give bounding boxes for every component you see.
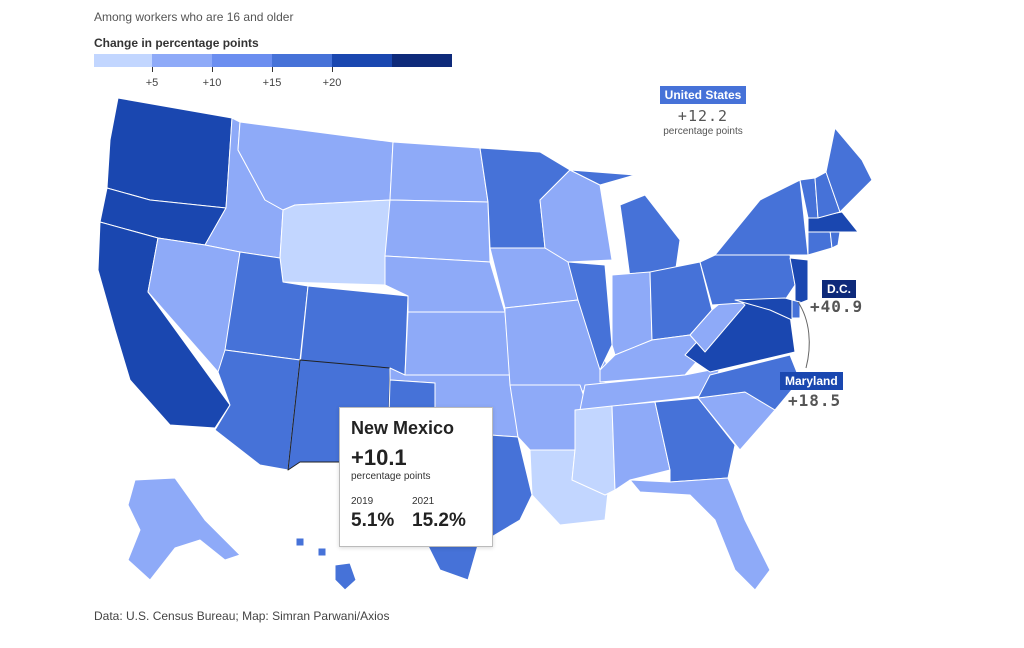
legend-tick-label: +20 [322,77,342,89]
maryland-value: +18.5 [788,391,842,410]
legend-tick-label: +15 [262,77,282,89]
tooltip-year-1: 2019 [351,496,374,507]
tooltip-state-name: New Mexico [351,418,455,438]
state-rhode-island[interactable] [829,229,841,249]
state-mississippi[interactable] [571,405,616,496]
dc-label: D.C. [822,280,856,298]
legend-tick-mark [272,67,273,72]
maryland-label: Maryland [780,372,843,390]
dc-value: +40.9 [810,297,864,316]
state-north-carolina[interactable] [697,354,801,411]
state-new-jersey[interactable] [789,257,809,306]
state-alabama[interactable] [611,401,671,491]
legend-tick-label: +5 [145,77,159,89]
subtitle: Among workers who are 16 and older [94,10,294,24]
tooltip-unit: percentage points [351,471,431,482]
state-pennsylvania[interactable] [699,254,796,306]
state-arkansas[interactable] [509,384,586,451]
state-alaska[interactable] [127,477,241,581]
state-south-dakota[interactable] [384,199,491,263]
national-unit: percentage points [663,126,743,137]
legend-swatch [332,54,392,67]
tooltip-value-1: 5.1% [351,510,395,531]
legend-swatch [392,54,452,67]
national-label: United States [659,86,747,104]
state-tooltip: New Mexico +10.1 percentage points 2019 … [339,407,493,547]
state-maryland[interactable] [734,297,793,321]
state-new-york[interactable] [714,179,809,256]
legend-tick-mark [212,67,213,72]
national-summary: United States +12.2 percentage points [655,86,751,137]
state-north-dakota[interactable] [389,141,489,203]
state-illinois[interactable] [567,261,613,371]
source-credit: Data: U.S. Census Bureau; Map: Simran Pa… [94,609,390,623]
legend-swatch [212,54,272,67]
state-maine[interactable] [825,127,873,213]
legend-tick-label: +10 [202,77,222,89]
dc-leader-line [797,301,810,369]
state-connecticut[interactable] [807,229,833,256]
legend-tick-mark [332,67,333,72]
state-arizona[interactable] [214,349,301,471]
legend-swatch [272,54,332,67]
legend-swatch [152,54,212,67]
tooltip-value-2: 15.2% [412,510,466,531]
state-wyoming[interactable] [279,199,391,286]
legend-color-scale [94,54,452,67]
state-kansas[interactable] [404,311,511,376]
legend-ticks: +5 +10 +15 +20 [94,67,392,91]
state-florida[interactable] [629,477,771,591]
national-value: +12.2 [677,107,729,125]
legend-tick-mark [152,67,153,72]
tooltip-change-value: +10.1 [351,445,407,470]
state-washington[interactable] [106,97,233,209]
state-hawaii[interactable] [295,537,357,591]
legend-title: Change in percentage points [94,36,259,50]
tooltip-year-2: 2021 [412,496,435,507]
legend-swatch [94,54,152,67]
